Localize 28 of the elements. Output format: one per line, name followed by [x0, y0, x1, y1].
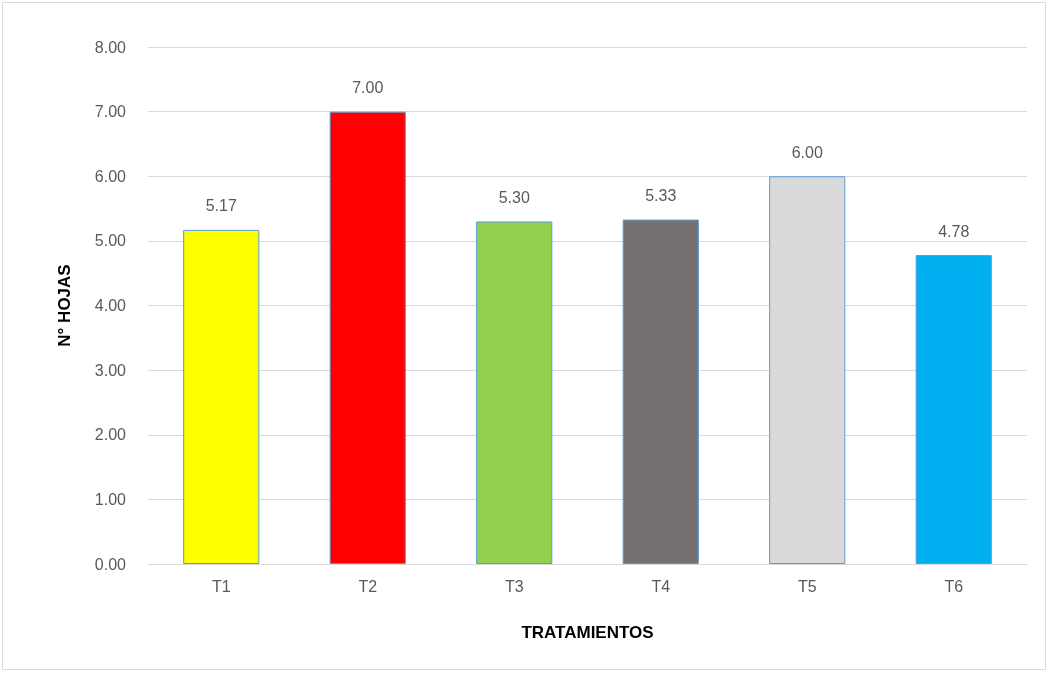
y-tick-label: 7.00	[94, 103, 127, 121]
y-tick-label: 0.00	[94, 555, 127, 573]
data-label: 4.78	[938, 222, 970, 240]
x-tick-label: T2	[358, 577, 378, 595]
x-tick-label: T4	[651, 577, 671, 595]
y-axis-title: N° HOJAS	[55, 264, 74, 347]
bar	[915, 255, 992, 564]
bar	[183, 229, 260, 564]
data-label: 5.30	[498, 188, 530, 206]
x-tick-label: T1	[211, 577, 231, 595]
y-tick-label: 8.00	[94, 38, 127, 56]
bar	[329, 111, 406, 564]
y-tick-label: 5.00	[94, 232, 127, 250]
x-axis-title: TRATAMIENTOS	[521, 623, 654, 642]
x-tick-label: T5	[797, 577, 817, 595]
y-tick-label: 6.00	[94, 167, 127, 185]
y-tick-label: 1.00	[94, 490, 127, 508]
data-label: 7.00	[352, 79, 384, 97]
data-label: 5.33	[645, 187, 677, 205]
y-tick-label: 3.00	[94, 361, 127, 379]
data-label: 5.17	[205, 197, 237, 215]
data-label: 6.00	[791, 143, 823, 161]
bar	[622, 219, 699, 564]
x-tick-label: T6	[944, 577, 964, 595]
y-tick-label: 2.00	[94, 426, 127, 444]
y-tick-label: 4.00	[94, 297, 127, 314]
bar	[476, 221, 553, 564]
x-tick-label: T3	[504, 577, 524, 595]
